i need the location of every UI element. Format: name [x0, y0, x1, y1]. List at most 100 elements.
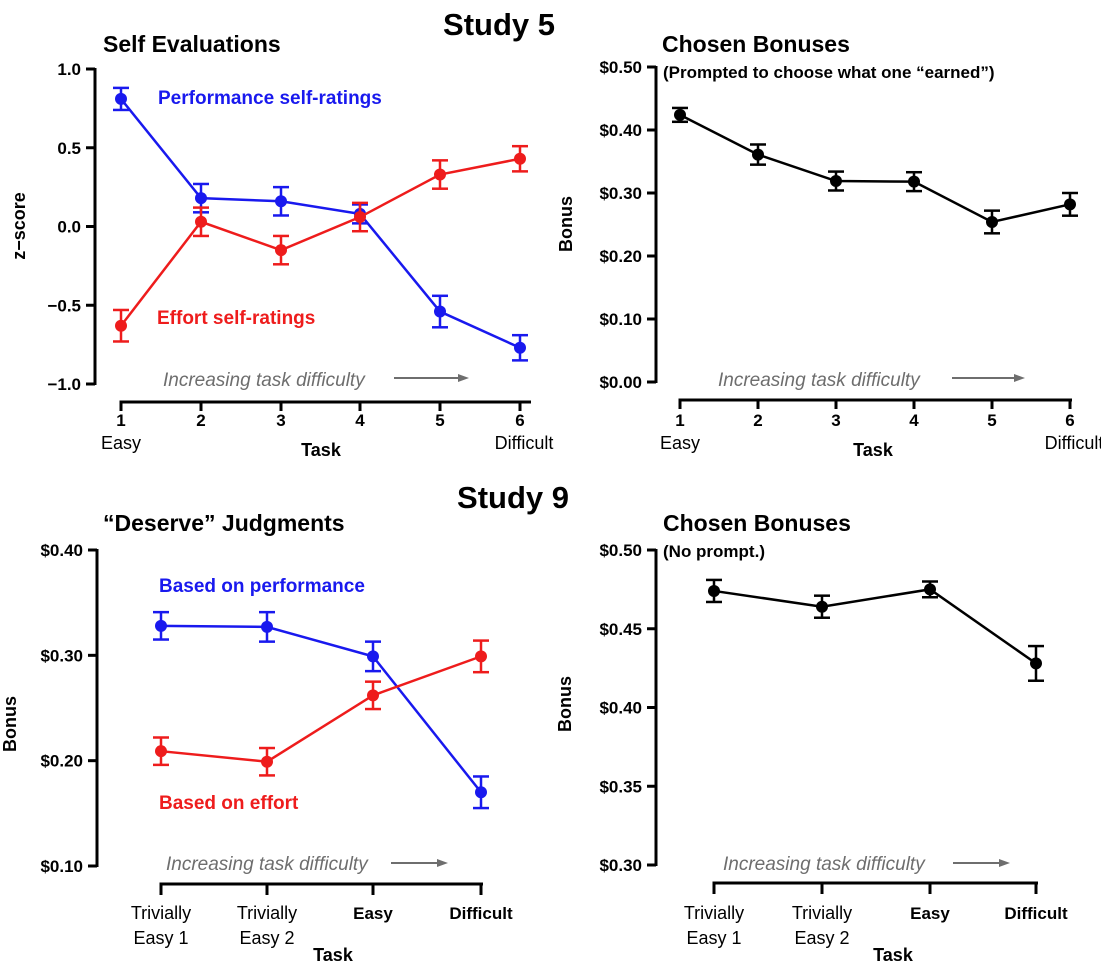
x-tick-label-line: Trivially [237, 903, 297, 923]
series-label: Effort self-ratings [157, 308, 315, 329]
data-point [367, 650, 379, 663]
y-axis-title: Bonus [0, 696, 20, 752]
x-tick-label: Difficult [449, 904, 513, 923]
x-tick-label: Trivially Easy 1 [684, 903, 744, 948]
y-tick-label: $0.10 [599, 310, 642, 329]
x-tick-label: 1 [116, 411, 125, 430]
data-point [908, 175, 920, 188]
y-tick-label: $0.40 [599, 699, 642, 718]
x-axis-title: Task [873, 945, 914, 965]
y-tick-label: $0.10 [40, 857, 83, 876]
x-tick-label: 6 [515, 411, 524, 430]
y-tick-label: $0.20 [599, 247, 642, 266]
data-point [261, 620, 273, 633]
y-tick-label: $0.50 [599, 541, 642, 560]
y-axis-title: Bonus [556, 196, 576, 252]
x-tick-label: Easy [353, 904, 393, 923]
x-tick-label-line: Trivially [684, 903, 744, 923]
x-tick-label: 1 [675, 411, 684, 430]
y-tick-label: 0.0 [57, 218, 81, 237]
study-9-label: Study 9 [457, 480, 569, 515]
x-tick-label: 5 [987, 411, 996, 430]
data-point [475, 650, 487, 663]
deserve-judgments-panel: “Deserve” Judgments $0.40 $0.30 $0.20 $0.10 T… [0, 510, 513, 965]
x-tick-label-line: Easy 2 [794, 928, 849, 948]
easy-note: Easy [101, 433, 141, 453]
data-point [674, 108, 686, 121]
x-tick-label: Trivially Easy 1 [131, 903, 191, 948]
data-point [195, 215, 207, 228]
data-point [155, 745, 167, 758]
data-point [830, 175, 842, 188]
y-tick-label: $0.40 [599, 121, 642, 140]
y-tick-label: $0.30 [599, 184, 642, 203]
x-tick-label: Easy [910, 904, 950, 923]
y-tick-label: $0.20 [40, 752, 83, 771]
y-tick-label: $0.35 [599, 777, 642, 796]
data-point [752, 148, 764, 161]
data-point [434, 305, 446, 318]
data-point [514, 152, 526, 165]
x-tick-label-line: Easy 2 [239, 928, 294, 948]
data-point [708, 584, 720, 597]
data-point [354, 211, 366, 224]
y-tick-label: $0.30 [40, 646, 83, 665]
y-tick-label: $0.40 [40, 541, 83, 560]
data-point [115, 92, 127, 105]
difficulty-arrow-head [437, 859, 448, 867]
y-tick-label: −0.5 [47, 296, 81, 315]
difficulty-arrow-head [458, 374, 469, 382]
data-point [195, 192, 207, 205]
easy-note: Easy [660, 433, 700, 453]
data-point [924, 583, 936, 596]
panel-title: “Deserve” Judgments [103, 510, 345, 536]
data-point [115, 319, 127, 332]
data-point [986, 215, 998, 228]
difficulty-arrow-head [1014, 374, 1025, 382]
y-tick-label: −1.0 [47, 375, 81, 394]
x-tick-label-line: Easy 1 [133, 928, 188, 948]
y-tick-label: $0.45 [599, 620, 642, 639]
series-line [713, 588, 1037, 665]
difficulty-annotation: Increasing task difficulty [166, 854, 369, 875]
difficulty-annotation: Increasing task difficulty [718, 370, 921, 391]
y-axis-title: z−score [9, 192, 29, 260]
series-label: Based on performance [159, 576, 365, 597]
panel-title: Chosen Bonuses [663, 510, 851, 536]
x-tick-label: Trivially Easy 2 [237, 903, 297, 948]
x-tick-label: 3 [276, 411, 285, 430]
panel-subtitle: (Prompted to choose what one “earned”) [663, 63, 995, 82]
data-point [275, 244, 287, 257]
panel-subtitle: (No prompt.) [663, 542, 765, 561]
series-label: Based on effort [159, 793, 299, 814]
x-tick-label: Difficult [1004, 904, 1068, 923]
data-point [367, 689, 379, 702]
series-line [160, 655, 482, 764]
difficult-note: Difficult [1045, 433, 1101, 453]
study-5-label: Study 5 [443, 7, 555, 42]
x-tick-label: 2 [196, 411, 205, 430]
difficult-note: Difficult [495, 433, 554, 453]
y-tick-label: $0.00 [599, 373, 642, 392]
x-tick-label: 2 [753, 411, 762, 430]
data-point [475, 786, 487, 799]
y-tick-label: 1.0 [57, 60, 81, 79]
panel-title: Self Evaluations [103, 31, 281, 57]
x-tick-label-line: Trivially [131, 903, 191, 923]
y-tick-label: $0.50 [599, 58, 642, 77]
x-tick-label-line: Easy 1 [686, 928, 741, 948]
difficulty-annotation: Increasing task difficulty [163, 370, 366, 391]
x-tick-label: 3 [831, 411, 840, 430]
y-tick-label: 0.5 [57, 139, 81, 158]
self-evaluations-panel: Self Evaluations 1.0 0.5 0.0 −0.5 −1.0 1 2 3 4 5 6 E… [9, 31, 553, 460]
x-tick-label: 4 [909, 411, 919, 430]
series-label: Performance self-ratings [158, 88, 382, 109]
x-tick-label: Trivially Easy 2 [792, 903, 852, 948]
data-point [275, 195, 287, 208]
data-point [434, 168, 446, 181]
chosen-bonuses-prompted-panel: Chosen Bonuses (Prompted to choose what o… [556, 31, 1101, 460]
data-point [1064, 198, 1076, 211]
series-line [120, 98, 521, 349]
chosen-bonuses-no-prompt-panel: Chosen Bonuses (No prompt.) $0.50 $0.45 $0.4… [555, 510, 1068, 965]
